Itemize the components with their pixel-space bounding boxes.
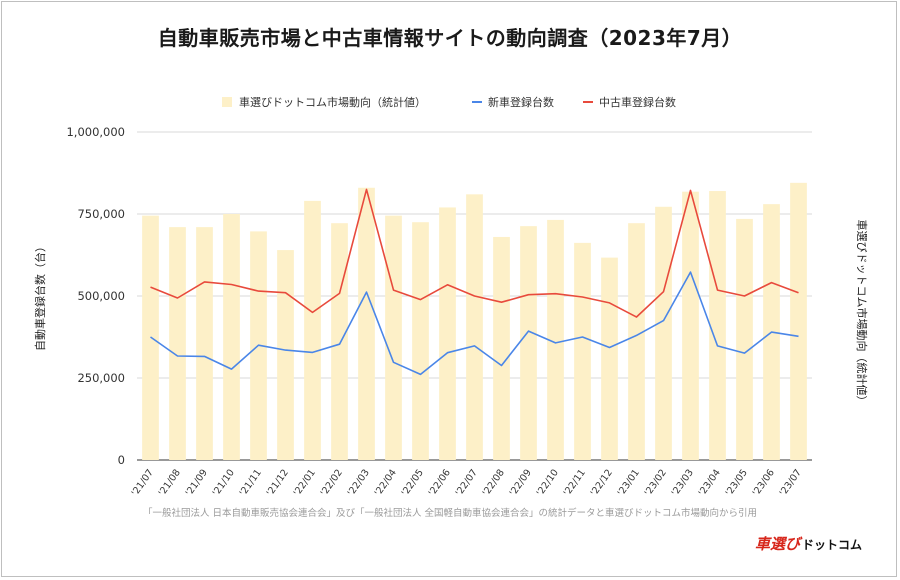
legend-swatch-bar <box>222 97 232 107</box>
x-tick-label: '22/12 <box>589 467 615 498</box>
bar <box>196 227 213 460</box>
bar <box>790 182 807 460</box>
x-tick-label: '23/06 <box>751 467 777 498</box>
x-tick-label: '21/08 <box>157 467 183 498</box>
x-tick-label: '22/11 <box>562 467 588 498</box>
bar <box>520 226 537 460</box>
x-tick-label: '23/05 <box>724 467 750 498</box>
bar <box>601 257 618 460</box>
bar <box>358 187 375 460</box>
x-tick-label: '21/10 <box>211 467 237 498</box>
x-tick-label: '21/12 <box>265 467 291 498</box>
y-axis-ticks: 0 250,000 500,000 750,000 1,000,000 <box>66 125 125 467</box>
x-tick-label: '22/01 <box>292 467 318 498</box>
bar <box>223 214 240 460</box>
x-tick-label: '22/07 <box>454 467 480 498</box>
x-tick-label: '22/09 <box>508 467 534 498</box>
x-tick-label: '21/09 <box>184 467 210 498</box>
legend-label-used: 中古車登録台数 <box>599 95 676 109</box>
bar <box>493 236 510 460</box>
x-tick-label: '22/06 <box>427 467 453 498</box>
brand-logo-main: 車選び <box>754 535 800 553</box>
x-tick-label: '22/05 <box>400 467 426 498</box>
bar <box>331 223 348 460</box>
source-note: 「一般社団法人 日本自動車販売協会連合会」及び「一般社団法人 全国軽自動車協会連… <box>142 508 758 519</box>
x-tick-label: '22/02 <box>319 467 345 498</box>
chart-title: 自動車販売市場と中古車情報サイトの動向調査（2023年7月） <box>157 26 743 50</box>
x-tick-label: '23/01 <box>616 467 642 498</box>
legend: 車選びドットコム市場動向（統計値） 新車登録台数 中古車登録台数 <box>222 95 676 109</box>
x-tick-label: '23/07 <box>778 467 804 498</box>
bar <box>412 222 429 460</box>
bar <box>709 191 726 461</box>
x-tick-label: '22/10 <box>535 467 561 498</box>
x-tick-label: '23/02 <box>643 467 669 498</box>
bar <box>439 207 456 460</box>
bar <box>655 206 672 460</box>
bar <box>304 200 321 460</box>
bar <box>277 250 294 460</box>
line-series <box>150 188 799 376</box>
brand-logo-sub: ドットコム <box>801 538 862 552</box>
bar <box>547 219 564 460</box>
legend-label-new: 新車登録台数 <box>488 95 554 109</box>
y-tick-label: 750,000 <box>77 207 125 221</box>
y-tick-label: 500,000 <box>77 289 125 303</box>
x-tick-label: '22/08 <box>481 467 507 498</box>
bar <box>682 191 699 461</box>
bar <box>466 194 483 460</box>
brand-logo: 車選び ドットコム <box>755 533 862 554</box>
y-axis-label-left: 自動車登録台数（台） <box>33 241 47 351</box>
x-tick-label: '22/03 <box>346 467 372 498</box>
x-axis-ticks: '21/07'21/08'21/09'21/10'21/11'21/12'22/… <box>130 467 804 498</box>
x-tick-label: '23/04 <box>697 467 723 498</box>
bar <box>628 223 645 460</box>
y-axis-label-right: 車選びドットコム市場動向（統計値） <box>855 220 869 407</box>
legend-label-bar: 車選びドットコム市場動向（統計値） <box>239 95 426 109</box>
y-tick-label: 0 <box>118 453 125 467</box>
x-tick-label: '21/07 <box>130 467 156 498</box>
x-tick-label: '22/04 <box>373 467 399 498</box>
bar <box>736 218 753 460</box>
y-tick-label: 1,000,000 <box>66 125 125 139</box>
y-tick-label: 250,000 <box>77 371 125 385</box>
x-tick-label: '21/11 <box>238 467 264 498</box>
bar <box>385 215 402 460</box>
bar-series <box>142 182 807 461</box>
bar <box>169 227 186 460</box>
x-tick-label: '23/03 <box>670 467 696 498</box>
bar <box>574 242 591 460</box>
